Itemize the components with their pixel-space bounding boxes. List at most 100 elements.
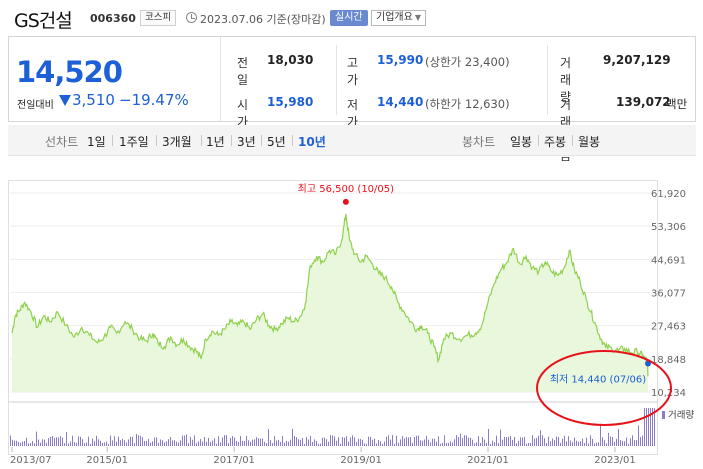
- volume-bar: [208, 437, 209, 446]
- volume-bar: [82, 439, 83, 446]
- open-label: 시가: [237, 98, 249, 129]
- volume-bar: [584, 442, 585, 446]
- volume-bar: [612, 436, 613, 446]
- volume-bar: [242, 440, 243, 446]
- tab-1year[interactable]: 1년: [206, 135, 225, 149]
- volume-bar: [598, 442, 599, 446]
- volume-bar: [394, 443, 395, 446]
- volume-bar: [524, 436, 525, 446]
- realtime-button[interactable]: 실시간: [330, 10, 368, 26]
- upper-limit: (상한가 23,400): [425, 55, 510, 69]
- price-area: [12, 213, 648, 392]
- volume-bar: [414, 436, 415, 446]
- tab-weekly-candle[interactable]: 주봉: [544, 135, 567, 149]
- volume-bar: [398, 442, 399, 446]
- volume-bar: [456, 435, 457, 446]
- volume-bar: [526, 443, 527, 446]
- tab-1week[interactable]: 1주일: [119, 135, 149, 149]
- volume-bar: [222, 437, 223, 446]
- volume-bar: [130, 436, 131, 446]
- volume-bar: [516, 443, 517, 446]
- down-triangle-icon: [59, 95, 71, 106]
- volume-bar: [388, 435, 389, 446]
- volume-bar: [180, 440, 181, 446]
- volume-bar: [440, 443, 441, 446]
- volume-bar: [396, 435, 397, 446]
- volume-bar: [194, 435, 195, 446]
- change-percent: −19.47%: [119, 91, 189, 109]
- volume-bar: [518, 440, 519, 446]
- x-tick-label: 2013/07: [10, 455, 52, 466]
- volume-bar: [312, 442, 313, 446]
- company-info-label: 기업개요: [376, 12, 413, 23]
- tab-monthly-candle[interactable]: 월봉: [578, 135, 601, 149]
- volume-bar: [392, 435, 393, 446]
- volume-bar: [216, 443, 217, 446]
- volume-bar: [164, 442, 165, 446]
- volume-bar: [510, 436, 511, 446]
- volume-bar: [108, 443, 109, 446]
- volume-bar: [492, 440, 493, 446]
- volume-bar: [154, 437, 155, 446]
- volume-bar: [552, 438, 553, 446]
- company-info-dropdown[interactable]: 기업개요 ▼: [371, 10, 426, 26]
- x-tick-label: 2023/01: [594, 455, 636, 466]
- volume-bar: [500, 429, 501, 446]
- stock-code: 006360: [90, 12, 136, 25]
- volume-bar: [534, 438, 535, 446]
- volume-bar: [284, 442, 285, 446]
- volume-bar: [548, 436, 549, 446]
- volume-bar: [220, 442, 221, 446]
- volume-bar: [76, 442, 77, 446]
- volume-bar: [42, 439, 43, 446]
- volume-bar: [390, 439, 391, 446]
- volume-bar: [296, 437, 297, 446]
- volume-value: 9,207,129: [603, 53, 671, 67]
- volume-bar: [466, 435, 467, 446]
- volume-bar: [564, 435, 565, 446]
- volume-bar: [218, 436, 219, 446]
- volume-bar: [590, 435, 591, 446]
- volume-bar: [106, 441, 107, 446]
- tab-10years[interactable]: 10년: [298, 135, 326, 149]
- volume-bar: [58, 437, 59, 446]
- volume-bar: [104, 442, 105, 446]
- volume-bar: [380, 441, 381, 446]
- low-marker-dot: [645, 360, 651, 367]
- line-chart-label: 선차트: [45, 135, 79, 149]
- volume-bar: [404, 438, 405, 446]
- candle-chart-label: 봉차트: [462, 135, 496, 149]
- volume-legend: 거래량: [662, 407, 694, 421]
- volume-bar: [528, 442, 529, 446]
- high-label: 고가: [347, 56, 359, 87]
- volume-bar: [14, 440, 15, 446]
- volume-bar: [62, 437, 63, 446]
- volume-bar: [576, 440, 577, 446]
- tab-3years[interactable]: 3년: [237, 135, 256, 149]
- volume-bar: [464, 435, 465, 446]
- volume-bar: [24, 440, 25, 446]
- volume-bar: [46, 442, 47, 446]
- volume-bar: [328, 441, 329, 446]
- volume-bar: [618, 428, 619, 446]
- tab-1day[interactable]: 1일: [87, 135, 106, 149]
- tab-5years[interactable]: 5년: [267, 135, 286, 149]
- tab-3months[interactable]: 3개월: [162, 135, 192, 149]
- volume-bar: [596, 442, 597, 446]
- volume-bar: [412, 442, 413, 446]
- y-tick-label: 10,234: [651, 388, 686, 399]
- volume-bar: [416, 435, 417, 446]
- tab-separator: [156, 135, 157, 146]
- volume-bar: [624, 441, 625, 446]
- volume-bar: [410, 437, 411, 446]
- high-marker-dot: [342, 198, 349, 205]
- volume-bar: [256, 437, 257, 446]
- volume-bar: [480, 443, 481, 446]
- volume-bar: [428, 439, 429, 446]
- volume-bar: [452, 442, 453, 446]
- tab-daily-candle[interactable]: 일봉: [510, 135, 533, 149]
- volume-bar: [592, 438, 593, 446]
- volume-bar: [622, 440, 623, 446]
- volume-bar: [250, 441, 251, 446]
